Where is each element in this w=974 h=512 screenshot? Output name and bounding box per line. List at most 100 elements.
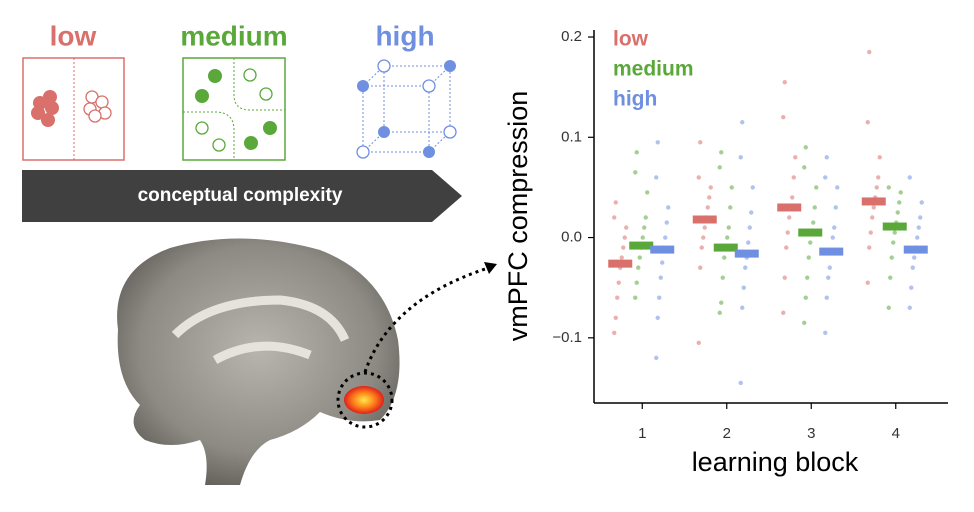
data-point (892, 230, 897, 235)
mean-bar (608, 259, 633, 268)
data-point (634, 280, 639, 285)
legend-entry: high (613, 88, 657, 111)
x-tick-label: 1 (638, 425, 646, 442)
data-point (612, 330, 617, 336)
data-point (808, 240, 813, 245)
data-point (740, 120, 745, 125)
data-point (666, 205, 671, 210)
data-point (747, 225, 752, 230)
data-point (707, 195, 712, 200)
cube (362, 65, 451, 153)
data-point (642, 225, 647, 230)
corpus-callosum (171, 295, 350, 364)
data-point (622, 235, 627, 240)
data-point (812, 205, 817, 210)
activation (344, 386, 384, 414)
data-point (702, 225, 707, 230)
data-point (619, 255, 624, 260)
mean-bar (882, 222, 907, 231)
data-point (886, 305, 891, 310)
data-point (909, 285, 914, 290)
data-point (910, 265, 915, 270)
y-axis-label: vmPFC compression (503, 91, 533, 342)
data-point (781, 115, 786, 120)
data-point (633, 295, 638, 300)
data-point (785, 230, 790, 235)
data-point (803, 295, 808, 300)
data-point (835, 185, 840, 190)
data-point (746, 240, 751, 245)
data-point (802, 165, 807, 170)
data-point (634, 150, 639, 155)
data-point (612, 215, 617, 220)
data-point (621, 245, 626, 250)
open-circles (195, 68, 273, 152)
mean-bar (713, 243, 738, 252)
filled-circles (31, 90, 59, 127)
data-point (814, 185, 819, 190)
data-point (832, 225, 837, 230)
x-tick-label: 4 (892, 425, 900, 442)
complexity-arrow (22, 170, 462, 222)
open-circles (356, 59, 457, 159)
mean-bar (692, 215, 717, 224)
data-point (877, 155, 882, 160)
legend-entry: medium (613, 58, 694, 81)
data-point (886, 185, 891, 190)
data-point (919, 200, 924, 205)
data-point (696, 175, 701, 180)
data-point (888, 275, 893, 280)
data-point (717, 310, 722, 315)
data-point (698, 265, 703, 270)
filled-circles (195, 69, 277, 150)
data-point (782, 275, 787, 280)
data-point (613, 200, 618, 205)
data-point (781, 310, 786, 315)
brain (117, 238, 400, 485)
data-point (867, 245, 872, 250)
data-point (784, 245, 789, 250)
data-point (696, 340, 701, 346)
data-point (876, 175, 881, 180)
data-point (720, 275, 725, 280)
data-point (827, 265, 832, 270)
mean-bar (734, 249, 759, 258)
data-point (897, 200, 902, 205)
data-point (636, 265, 641, 270)
data-point (643, 215, 648, 220)
filled-circles (357, 60, 456, 158)
data-point (907, 305, 912, 310)
data-point (802, 320, 807, 325)
data-point (655, 315, 660, 320)
mean-bar (777, 203, 802, 212)
data-point (637, 255, 642, 260)
data-point (803, 145, 808, 150)
data-point (865, 120, 870, 125)
data-point (791, 175, 796, 180)
data-point (870, 215, 875, 220)
data-point (790, 195, 795, 200)
data-point (898, 190, 903, 195)
data-point (918, 215, 923, 220)
arrow-label: conceptual complexity (138, 185, 343, 206)
data-point (782, 79, 787, 85)
data-point (826, 275, 831, 280)
data-point (698, 140, 703, 145)
data-point (725, 235, 730, 240)
data-point (749, 210, 754, 215)
mean-bar (629, 241, 654, 250)
data-point (657, 295, 662, 300)
pointer-head (484, 262, 497, 274)
data-point (664, 220, 669, 225)
x-tick-label: 3 (807, 425, 815, 442)
legend-entry: low (613, 28, 649, 51)
data-point (874, 185, 879, 190)
mean-bar (650, 245, 675, 254)
data-point (806, 255, 811, 260)
data-point (889, 255, 894, 260)
data-point (708, 185, 713, 190)
data-point (728, 205, 733, 210)
data-point (719, 150, 724, 155)
schematic: conceptual complexity low medium high (22, 20, 462, 222)
data-point (750, 185, 755, 190)
